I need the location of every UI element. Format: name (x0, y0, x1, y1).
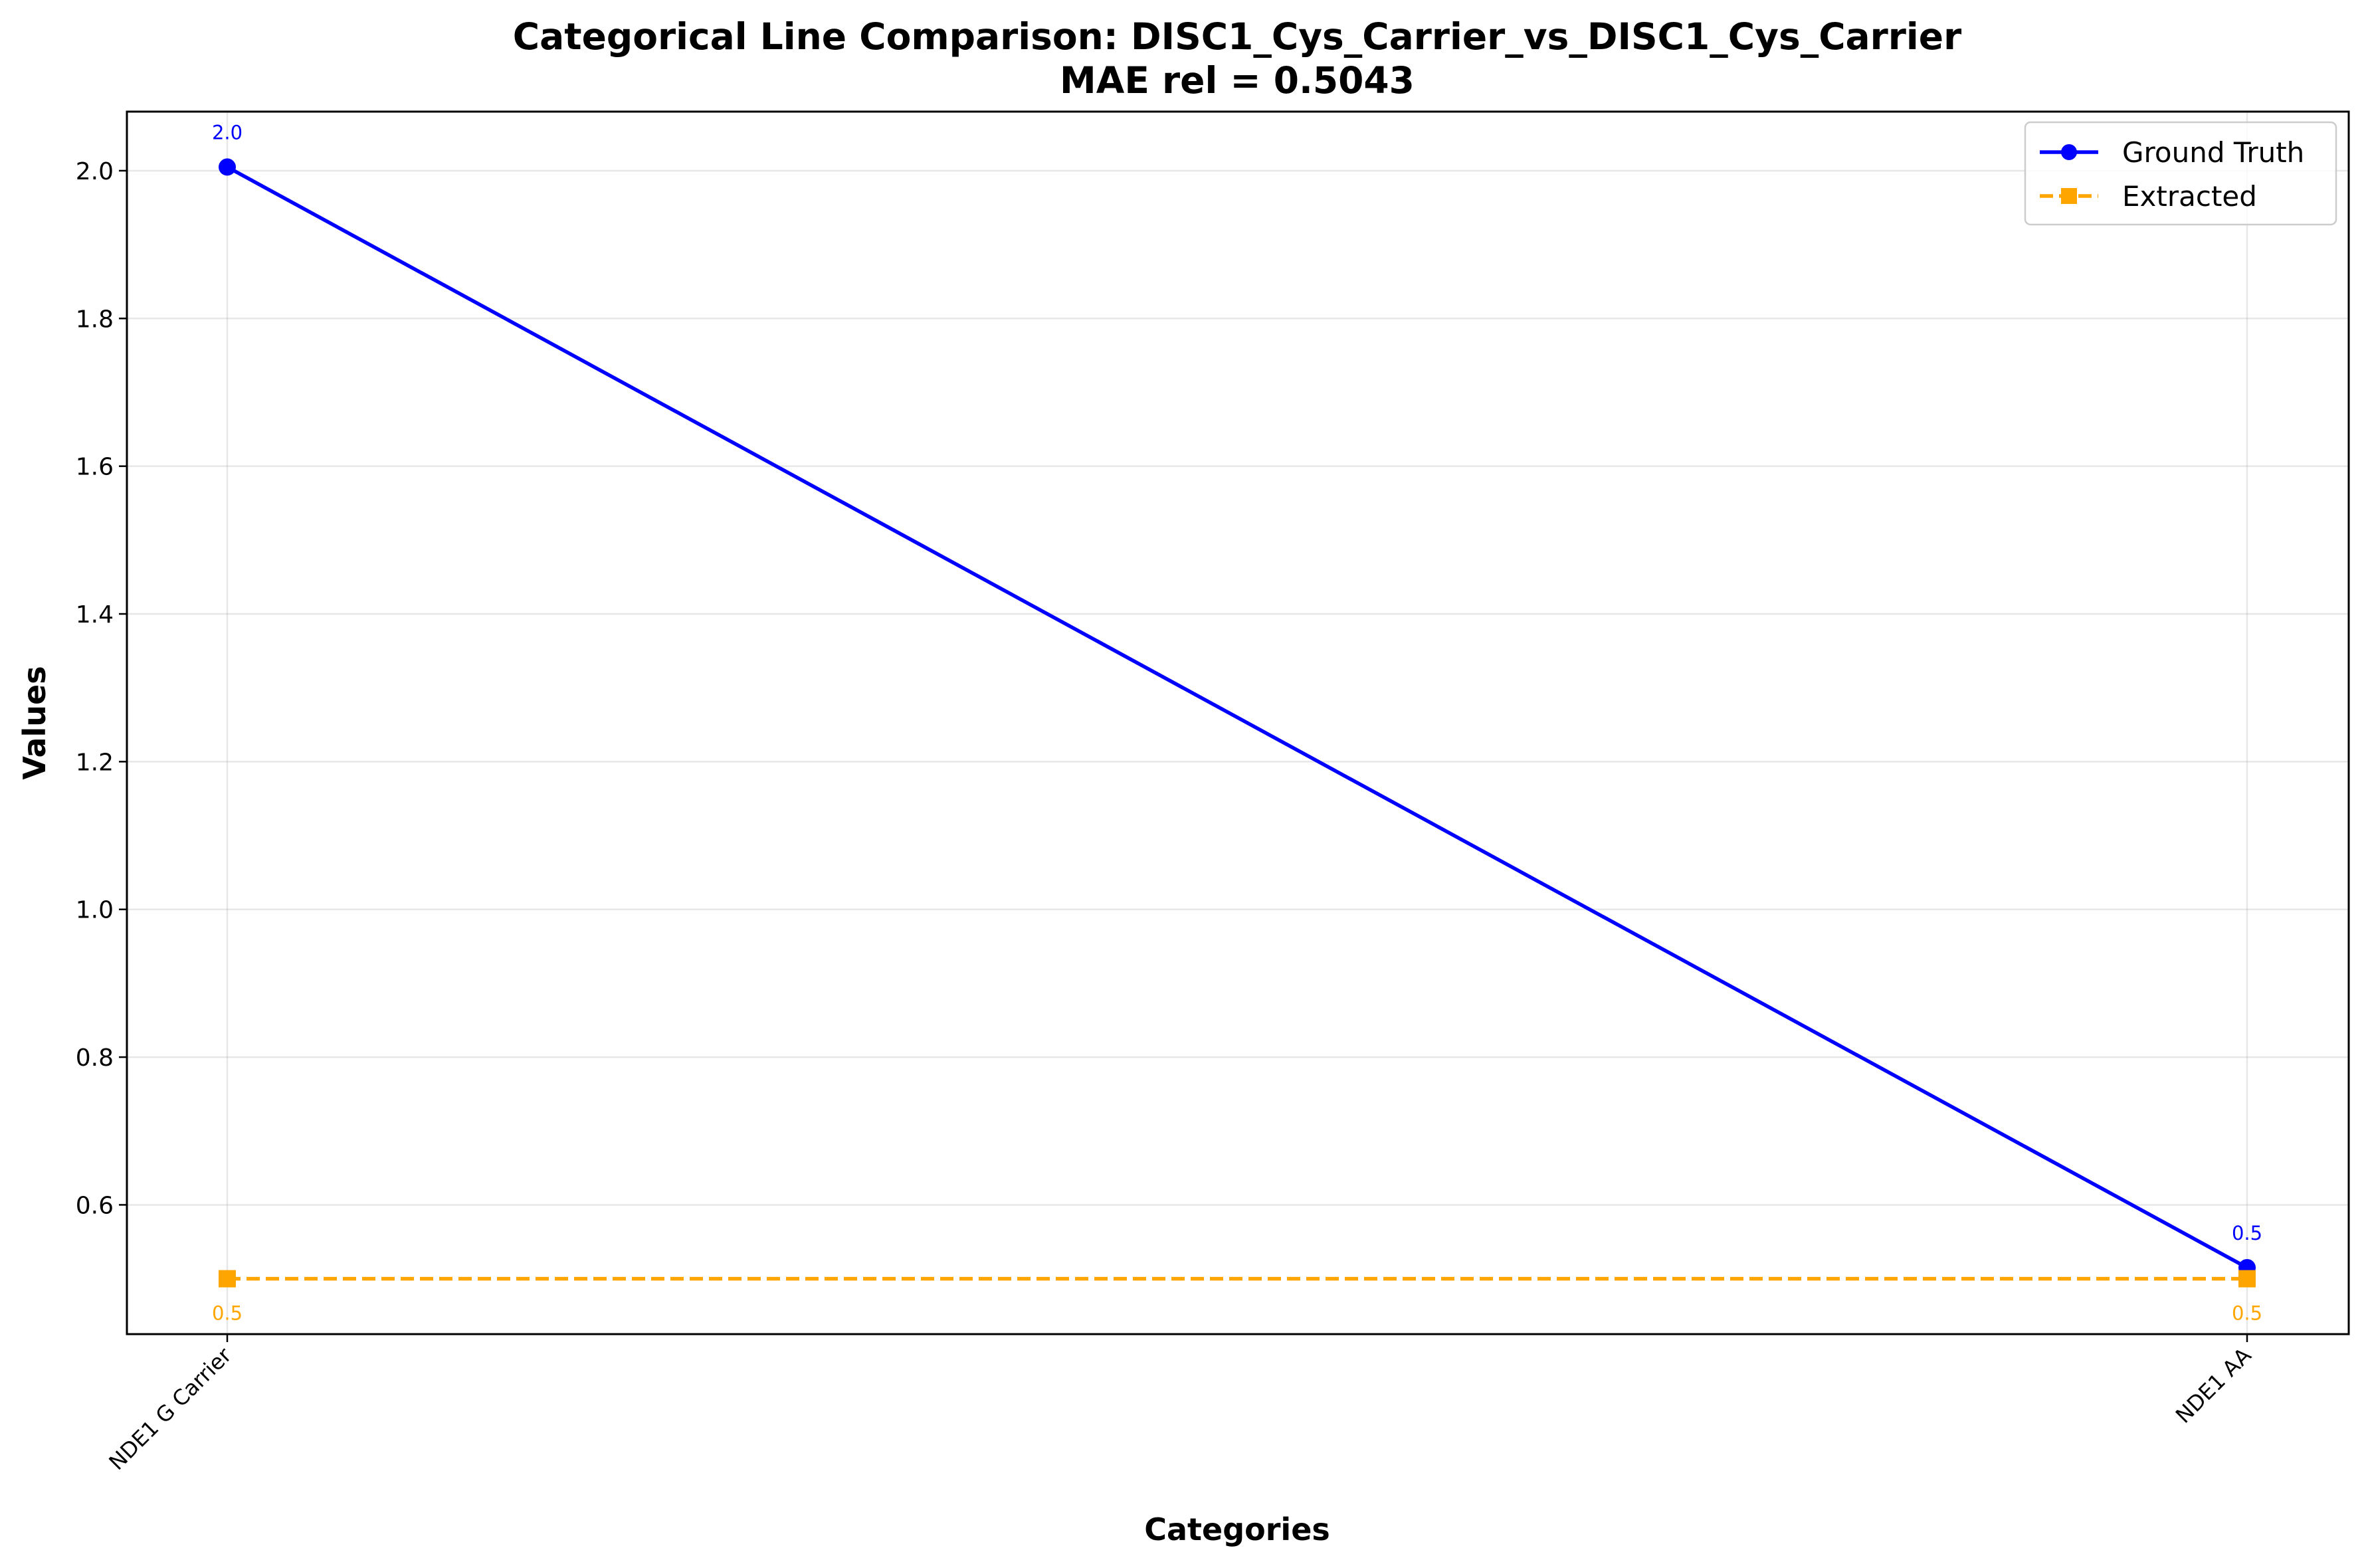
legend-box (2024, 121, 2337, 226)
plot-area-frame (126, 110, 2350, 1335)
y-tick-label: 1.8 (76, 306, 114, 333)
data-label-extracted: 0.5 (2232, 1302, 2262, 1325)
data-point-extracted (219, 1270, 236, 1288)
y-axis: 0.6 0.8 1.0 1.2 1.4 1.6 1.8 2.0 (76, 158, 127, 1219)
chart-subtitle: MAE rel = 0.5043 (1060, 59, 1415, 102)
data-point-ground-truth (219, 158, 236, 176)
legend: Ground Truth Extracted (2024, 121, 2337, 226)
y-axis-label: Values (17, 666, 52, 779)
y-tick-label: 2.0 (76, 158, 114, 185)
series-layer (219, 158, 2256, 1288)
legend-label-extracted: Extracted (2122, 180, 2257, 213)
series-line-ground-truth (226, 165, 2248, 1270)
data-label-ground-truth: 2.0 (212, 121, 243, 144)
legend-label-ground-truth: Ground Truth (2122, 136, 2304, 169)
y-tick-label: 1.6 (76, 454, 114, 481)
y-tick-label: 1.0 (76, 897, 114, 924)
data-labels: 2.0 0.5 0.5 0.5 (212, 121, 2262, 1324)
y-tick-label: 0.8 (76, 1044, 114, 1072)
y-tick-label: 0.6 (76, 1192, 114, 1219)
data-label-extracted: 0.5 (212, 1302, 243, 1325)
data-point-extracted (2238, 1270, 2256, 1288)
legend-marker-ground-truth (2061, 144, 2077, 160)
y-tick-label: 1.2 (76, 749, 114, 776)
legend-marker-extracted (2061, 188, 2077, 204)
data-label-ground-truth: 0.5 (2232, 1222, 2262, 1244)
y-tick-label: 1.4 (76, 601, 114, 629)
x-axis-label: Categories (1144, 1512, 1330, 1547)
chart-title: Categorical Line Comparison: DISC1_Cys_C… (513, 15, 1961, 58)
grid (127, 112, 2349, 1334)
